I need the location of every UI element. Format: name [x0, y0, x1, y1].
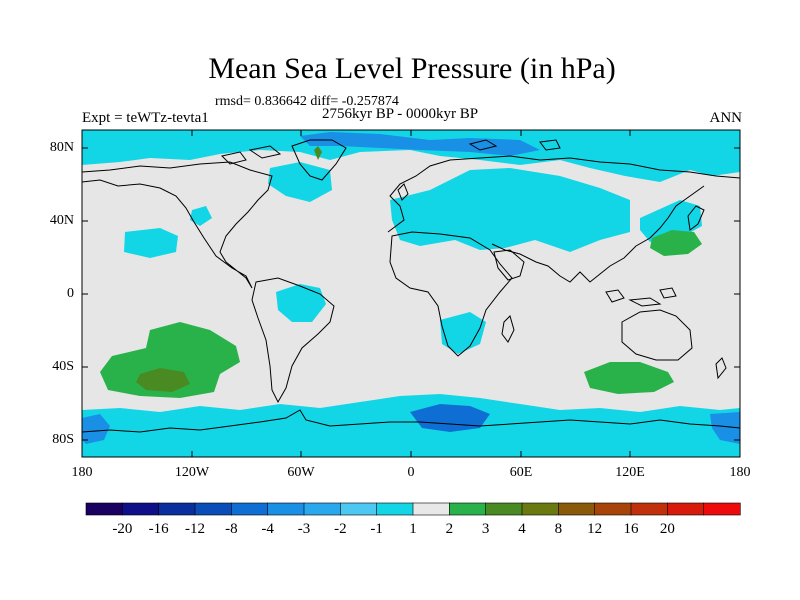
antarctic-low-deep-west — [82, 414, 110, 444]
greenland-coast — [291, 139, 347, 181]
colorbar: -20 -16 -12 -8 -4 -3 -2 -1 1 2 3 4 8 12 16 20 — [85, 502, 741, 537]
lon-label-60w: 60W — [287, 465, 315, 480]
colorbar-swatch — [194, 502, 232, 516]
australia-coast — [621, 309, 693, 361]
coastlines — [81, 139, 741, 433]
colorbar-label: -20 — [112, 521, 132, 537]
arctic-low-band — [82, 130, 740, 182]
rmsd-diff-stats: rmsd= 0.836642 diff= -0.257874 — [215, 94, 399, 109]
north-atlantic-low — [268, 162, 332, 202]
greenland-high — [314, 146, 322, 160]
lon-label-120w: 120W — [174, 465, 210, 480]
colorbar-label: 1 — [409, 521, 417, 537]
south-pacific-high-core — [136, 368, 190, 392]
colorbar-label: -4 — [261, 521, 274, 537]
southeast-asia-islands — [605, 287, 677, 307]
colorbar-swatch — [521, 502, 559, 516]
colorbar-swatch — [122, 502, 160, 516]
eurasia-coast — [387, 155, 741, 283]
pacific-shallow-low — [190, 206, 212, 226]
experiment-label: Expt = teWTz-tevta1 — [82, 110, 209, 126]
lon-label-120e: 120E — [615, 465, 645, 480]
colorbar-swatch — [449, 502, 487, 516]
colorbar-label: -16 — [149, 521, 169, 537]
colorbar-swatch — [667, 502, 705, 516]
arabia-coast — [493, 249, 525, 281]
colorbar-swatch — [303, 502, 341, 516]
period-label: 2756kyr BP - 0000kyr BP — [322, 106, 479, 122]
colorbar-swatch — [485, 502, 523, 516]
lat-label-40n: 40N — [49, 213, 74, 228]
colorbar-label: 8 — [555, 521, 563, 537]
eurasia-low — [390, 168, 630, 252]
colorbar-swatch — [558, 502, 596, 516]
colorbar-label: 2 — [446, 521, 454, 537]
colorbar-swatch — [85, 502, 123, 516]
northwest-pacific-high — [650, 230, 702, 256]
lat-label-0: 0 — [67, 286, 74, 301]
colorbar-label: -3 — [298, 521, 311, 537]
colorbar-swatch — [158, 502, 196, 516]
antarctica-coast — [81, 409, 741, 433]
antarctic-low-band — [82, 394, 740, 457]
lon-label-60e: 60E — [509, 465, 533, 480]
british-isles-coast — [397, 183, 409, 201]
lat-label-40s: 40S — [52, 359, 74, 374]
colorbar-swatch — [412, 502, 450, 516]
positive-anomaly-fields — [100, 146, 702, 398]
antarctic-low-deep-east — [710, 412, 740, 444]
indian-ocean-high — [584, 362, 674, 394]
negative-anomaly-fields — [82, 130, 740, 457]
colorbar-label: 16 — [624, 521, 640, 537]
colorbar-swatch — [594, 502, 632, 516]
colorbar-swatch — [231, 502, 269, 516]
colorbar-label: -2 — [334, 521, 347, 537]
colorbar-swatch — [340, 502, 378, 516]
colorbar-label: 12 — [587, 521, 602, 537]
season-label: ANN — [709, 110, 743, 126]
arctic-islands-coast — [221, 139, 561, 165]
map-frame — [81, 129, 741, 458]
colorbar-swatch — [267, 502, 305, 516]
colorbar-label: -12 — [185, 521, 205, 537]
axis-ticks — [82, 130, 740, 457]
colorbar-label: -1 — [370, 521, 383, 537]
lon-label-0: 0 — [407, 465, 415, 480]
lon-label-180w: 180 — [71, 465, 93, 480]
lat-label-80n: 80N — [49, 140, 74, 155]
north-america-coast — [81, 161, 273, 289]
madagascar-coast — [501, 315, 515, 343]
lat-label-80s: 80S — [52, 432, 74, 447]
south-pacific-high — [100, 322, 240, 398]
south-america-low — [276, 284, 326, 322]
colorbar-swatch — [376, 502, 414, 516]
plot-title: Mean Sea Level Pressure (in hPa) — [208, 52, 616, 85]
colorbar-label: 4 — [518, 521, 526, 537]
north-pacific-low — [124, 228, 178, 258]
lon-label-180e: 180 — [729, 465, 751, 480]
colorbar-label: 20 — [660, 521, 675, 537]
africa-low — [440, 312, 486, 354]
south-america-coast — [251, 277, 335, 404]
colorbar-swatch — [630, 502, 668, 516]
africa-coast — [389, 231, 513, 357]
new-zealand-coast — [715, 357, 727, 380]
japan-coast — [687, 205, 705, 231]
colorbar-label: -8 — [225, 521, 238, 537]
colorbar-label: 3 — [482, 521, 490, 537]
colorbar-swatch — [703, 502, 741, 516]
